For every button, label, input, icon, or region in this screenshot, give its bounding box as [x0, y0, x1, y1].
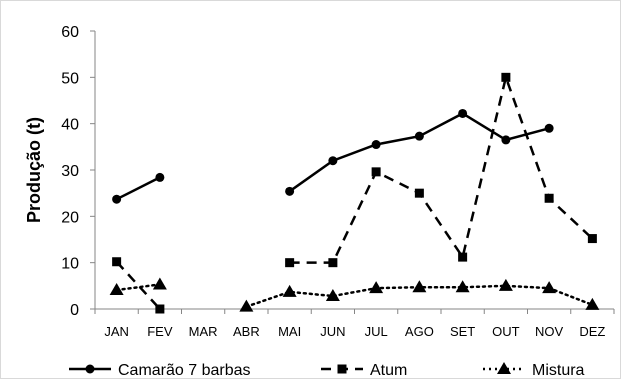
- x-tick-label: JUN: [320, 324, 345, 339]
- x-tick-label: OUT: [492, 324, 520, 339]
- x-tick-label: MAR: [189, 324, 218, 339]
- data-point: [412, 280, 427, 293]
- data-point: [112, 257, 122, 267]
- y-tick-label: 0: [70, 302, 79, 319]
- data-point: [328, 258, 338, 268]
- legend-item: Atum: [321, 362, 407, 379]
- x-tick-label: NOV: [535, 324, 564, 339]
- legend-marker: [85, 364, 95, 374]
- series: [109, 72, 600, 314]
- series-1: [112, 72, 597, 314]
- legend-marker: [337, 364, 347, 374]
- y-tick-label: 20: [61, 209, 79, 226]
- data-point: [544, 123, 554, 133]
- series-line: [289, 72, 594, 264]
- x-tick-label: SET: [450, 324, 475, 339]
- data-point: [501, 135, 511, 145]
- data-point: [414, 131, 424, 141]
- series-line: [115, 260, 161, 310]
- y-tick-label: 10: [61, 256, 79, 273]
- y-axis-label: Produção (t): [24, 117, 44, 223]
- legend-marker: [497, 362, 511, 374]
- series-line: [115, 283, 162, 292]
- x-tick-label: FEV: [147, 324, 173, 339]
- data-point: [285, 186, 295, 196]
- data-point: [455, 280, 470, 293]
- axes: [90, 30, 615, 314]
- data-point: [544, 193, 554, 203]
- legend-label: Camarão 7 barbas: [118, 362, 251, 378]
- data-point: [498, 278, 513, 291]
- data-point: [414, 188, 424, 198]
- series-0: [112, 108, 554, 204]
- data-point: [458, 252, 468, 262]
- data-point: [285, 258, 295, 268]
- y-tick-labels: 0 10 20 30 40 50 60: [61, 24, 79, 319]
- data-point: [155, 304, 165, 314]
- x-tick-label: MAI: [278, 324, 301, 339]
- data-point: [587, 234, 597, 244]
- data-point: [152, 277, 167, 290]
- data-point: [109, 283, 124, 296]
- legend-item: Camarão 7 barbas: [69, 362, 251, 379]
- x-tick-label: JAN: [104, 324, 129, 339]
- y-tick-label: 50: [61, 70, 79, 87]
- data-point: [371, 140, 381, 150]
- x-tick-label: DEZ: [579, 324, 605, 339]
- series-line: [116, 176, 161, 201]
- data-point: [239, 299, 254, 312]
- legend-item: Mistura: [483, 362, 585, 379]
- y-tick-label: 60: [61, 24, 79, 41]
- series-2: [109, 277, 600, 312]
- data-point: [371, 167, 381, 177]
- data-point: [542, 281, 557, 294]
- legend-label: Mistura: [532, 362, 585, 378]
- data-point: [585, 297, 600, 310]
- data-point: [501, 72, 511, 82]
- x-tick-label: JUL: [365, 324, 388, 339]
- x-tick-labels: JAN FEV MAR ABR MAI JUN JUL AGO SET OUT NOV DEZ: [104, 324, 605, 339]
- data-point: [325, 289, 340, 302]
- data-point: [369, 281, 384, 294]
- data-point: [282, 284, 297, 297]
- y-tick-label: 40: [61, 117, 79, 134]
- legend-label: Atum: [370, 362, 407, 378]
- x-tick-label: ABR: [233, 324, 260, 339]
- y-tick-label: 30: [61, 163, 79, 180]
- x-tick-label: AGO: [405, 324, 434, 339]
- data-point: [155, 172, 165, 182]
- data-point: [112, 194, 122, 204]
- data-point: [458, 108, 468, 118]
- data-point: [328, 156, 338, 166]
- series-line: [288, 112, 550, 193]
- legend: Camarão 7 barbas Atum Mistura: [69, 362, 585, 379]
